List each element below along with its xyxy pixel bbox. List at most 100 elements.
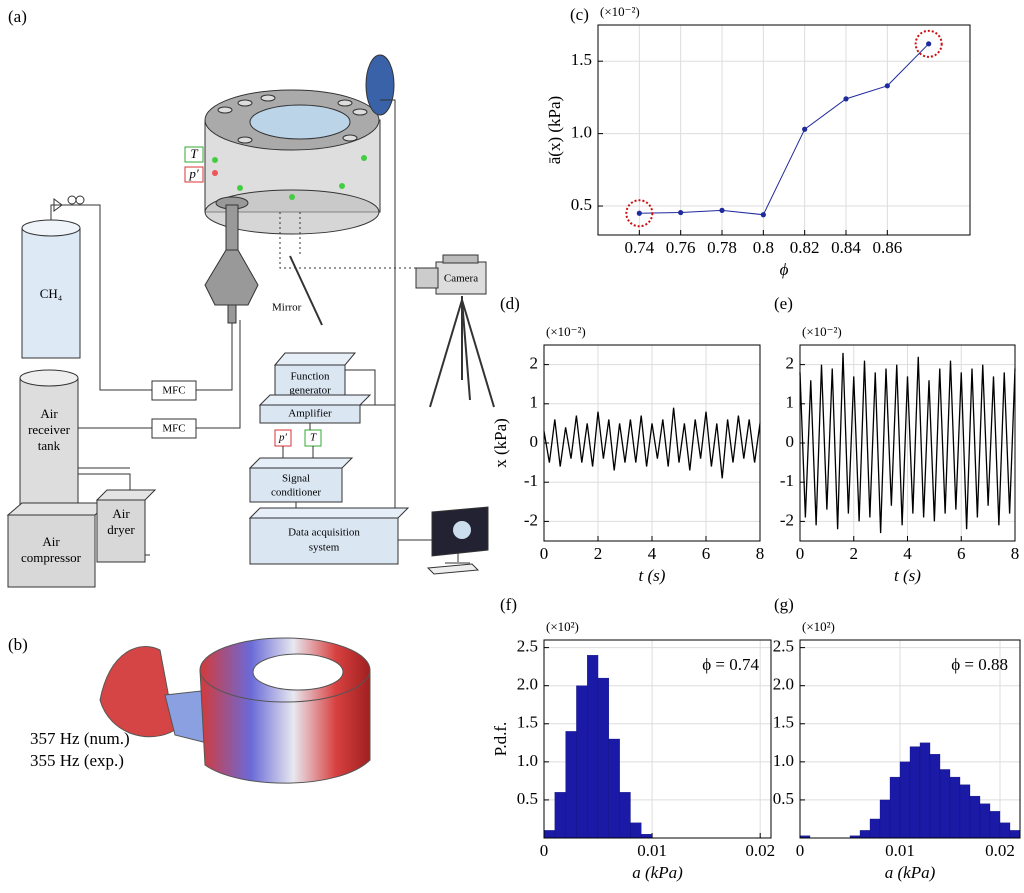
sensor-label: p′ bbox=[188, 166, 199, 181]
plot-frame bbox=[799, 344, 1016, 542]
bar bbox=[565, 731, 577, 839]
y-tick-label: -1 bbox=[780, 471, 794, 490]
ch4-label: CH₄ bbox=[40, 286, 63, 301]
bar bbox=[879, 799, 891, 839]
bar bbox=[899, 761, 911, 839]
amplifier-label: Amplifier bbox=[288, 408, 332, 420]
data-point bbox=[636, 210, 642, 216]
mode-label: 355 Hz (exp.) bbox=[30, 751, 124, 770]
annotation: ϕ = 0.74 bbox=[702, 655, 759, 674]
y-axis-label: ā(x) (kPa) bbox=[545, 96, 564, 164]
y-tick-label: 1.5 bbox=[773, 713, 794, 732]
bar bbox=[630, 822, 642, 839]
y-tick-label: 1 bbox=[530, 393, 539, 412]
multiplier: (×10⁻²) bbox=[600, 4, 640, 19]
channel-label: p′ bbox=[278, 432, 288, 444]
bar bbox=[869, 818, 881, 839]
y-tick-label: -2 bbox=[780, 510, 794, 529]
dryer-label: dryer bbox=[107, 522, 135, 537]
x-axis-label: ϕ bbox=[780, 260, 789, 279]
function-generator-label: generator bbox=[289, 385, 331, 397]
compressor-label: compressor bbox=[21, 550, 82, 565]
data-line bbox=[543, 407, 761, 479]
plot-frame bbox=[543, 344, 761, 542]
compressor-label: Air bbox=[42, 534, 60, 549]
dryer-label: Air bbox=[112, 506, 130, 521]
channel-label: T bbox=[310, 432, 317, 444]
bar bbox=[939, 769, 951, 839]
highlight bbox=[625, 199, 654, 228]
bar bbox=[989, 811, 1001, 839]
data-point bbox=[760, 212, 766, 218]
mirror-label: Mirror bbox=[272, 302, 302, 314]
x-tick-label: 0 bbox=[540, 841, 549, 860]
y-tick-label: 1.5 bbox=[571, 50, 592, 69]
bar bbox=[949, 776, 961, 839]
panel-label: (g) bbox=[774, 595, 794, 614]
daq-label: system bbox=[309, 542, 340, 554]
x-tick-label: 0.8 bbox=[753, 238, 774, 257]
multiplier: (×10²) bbox=[546, 619, 579, 634]
function-generator-label: Function bbox=[290, 371, 330, 383]
y-tick-label: 0 bbox=[530, 432, 539, 451]
x-tick-label: 0.74 bbox=[624, 238, 654, 257]
bar bbox=[587, 655, 599, 839]
x-axis-label: t (s) bbox=[894, 566, 921, 585]
x-tick-label: 4 bbox=[903, 544, 912, 563]
x-tick-label: 0.02 bbox=[745, 841, 775, 860]
y-axis-label: P.d.f. bbox=[491, 722, 510, 756]
x-tick-label: 6 bbox=[957, 544, 966, 563]
bar bbox=[554, 792, 566, 839]
y-tick-label: 2.0 bbox=[517, 675, 538, 694]
x-axis-label: t (s) bbox=[639, 566, 666, 585]
panel-b: (b) 357 Hz (num.) 355 Hz (exp.) bbox=[8, 635, 371, 784]
y-tick-label: 2 bbox=[530, 354, 539, 373]
panel-label: (d) bbox=[500, 294, 520, 313]
mfc-label: MFC bbox=[162, 423, 185, 435]
panel-a: (a) CH₄ Air receiver tank Air compressor… bbox=[6, 7, 495, 588]
y-tick-label: -1 bbox=[524, 471, 538, 490]
receiver-label: tank bbox=[38, 438, 61, 453]
x-tick-label: 4 bbox=[648, 544, 657, 563]
y-tick-label: 2.5 bbox=[773, 637, 794, 656]
camera-label: Camera bbox=[444, 273, 478, 285]
data-point bbox=[678, 209, 684, 216]
multiplier: (×10⁻²) bbox=[546, 324, 586, 339]
bar bbox=[929, 754, 941, 839]
data-line bbox=[639, 43, 930, 216]
data-point bbox=[843, 96, 849, 102]
data-line bbox=[799, 352, 1016, 534]
bar bbox=[969, 795, 981, 839]
bar bbox=[889, 776, 901, 839]
receiver-label: receiver bbox=[28, 422, 71, 437]
x-axis-label: a (kPa) bbox=[885, 863, 936, 882]
x-tick-label: 0.01 bbox=[885, 841, 915, 860]
y-tick-label: 2.5 bbox=[517, 637, 538, 656]
y-tick-label: 0 bbox=[786, 432, 795, 451]
x-tick-label: 0.76 bbox=[666, 238, 696, 257]
x-tick-label: 0.82 bbox=[790, 238, 820, 257]
plot-frame bbox=[543, 639, 772, 839]
y-tick-label: 0.5 bbox=[773, 789, 794, 808]
bar bbox=[1009, 830, 1021, 839]
y-tick-label: 1.0 bbox=[517, 751, 538, 770]
multiplier: (×10²) bbox=[802, 619, 835, 634]
x-tick-label: 0 bbox=[796, 544, 805, 563]
highlight bbox=[914, 29, 943, 58]
conditioner-label: conditioner bbox=[271, 487, 321, 499]
annotation: ϕ = 0.88 bbox=[951, 655, 1008, 674]
conditioner-label: Signal bbox=[282, 473, 310, 485]
plot-frame bbox=[799, 639, 1021, 839]
bar bbox=[979, 803, 991, 839]
panel-label: (e) bbox=[774, 294, 793, 313]
x-tick-label: 0.84 bbox=[831, 238, 861, 257]
y-tick-label: 1.0 bbox=[571, 123, 592, 142]
bar bbox=[576, 685, 588, 839]
x-tick-label: 2 bbox=[850, 544, 859, 563]
x-tick-label: 0 bbox=[796, 841, 805, 860]
mfc-label: MFC bbox=[162, 385, 185, 397]
x-tick-label: 2 bbox=[594, 544, 603, 563]
bar bbox=[597, 677, 610, 839]
daq-label: Data acquisition bbox=[288, 527, 360, 539]
sensor-label: T bbox=[190, 146, 198, 161]
